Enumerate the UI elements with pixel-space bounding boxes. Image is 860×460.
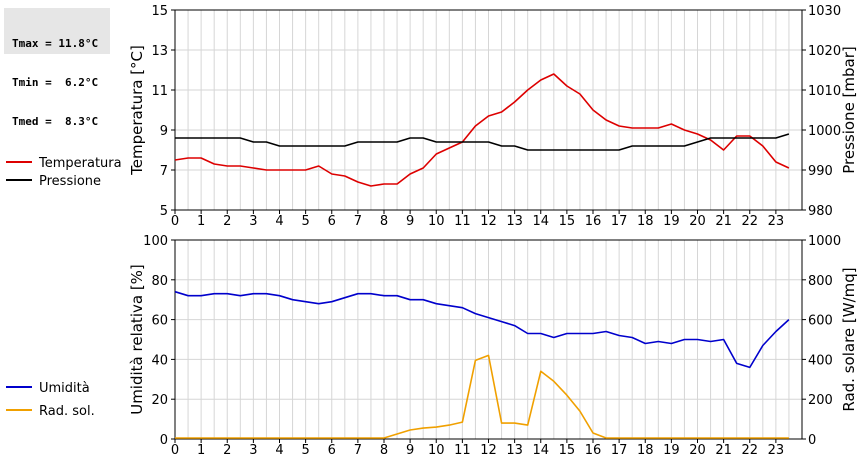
- legend-label-temperatura: Temperatura: [38, 156, 122, 171]
- temp-pressure-xtick-label: 5: [301, 214, 309, 229]
- humidity-radiation-xtick-label: 2: [223, 443, 231, 458]
- temp-pressure-xtick-label: 10: [428, 214, 445, 229]
- temp-pressure-ytick-label: 13: [151, 44, 168, 59]
- temp-pressure-ytick-label: 9: [160, 124, 168, 139]
- temp-pressure-xtick-label: 0: [171, 214, 179, 229]
- temp-pressure-y2tick-label: 1020: [808, 44, 841, 59]
- temp-pressure-xtick-label: 9: [406, 214, 414, 229]
- humidity-radiation-ytick-label: 0: [160, 433, 168, 448]
- temp-pressure-ytick-label: 7: [160, 164, 168, 179]
- humidity-radiation-xtick-label: 11: [454, 443, 471, 458]
- temp-pressure-ytick-label: 15: [151, 4, 168, 19]
- temp-pressure-xtick-label: 12: [480, 214, 497, 229]
- temp-pressure-xtick-label: 1: [197, 214, 205, 229]
- stats-box: Tmax = 11.8°C Tmin = 6.2°C Tmed = 8.3°C: [4, 8, 110, 128]
- humidity-radiation-xtick-label: 14: [532, 443, 549, 458]
- humidity-radiation-y2tick-label: 400: [808, 353, 833, 368]
- temp-pressure-xtick-label: 7: [354, 214, 362, 229]
- temp-pressure-xtick-label: 19: [663, 214, 680, 229]
- humidity-radiation-xtick-label: 21: [715, 443, 732, 458]
- humidity-radiation-xtick-label: 0: [171, 443, 179, 458]
- humidity-radiation-ytick-label: 20: [151, 393, 168, 408]
- temp-pressure-xtick-label: 21: [715, 214, 732, 229]
- temp-pressure-y2tick-label: 1030: [808, 4, 841, 19]
- stat-tmin: Tmin = 6.2°C: [12, 76, 99, 89]
- humidity-radiation-ytick-label: 40: [151, 353, 168, 368]
- temp-pressure-xtick-label: 15: [559, 214, 576, 229]
- humidity-radiation-xtick-label: 5: [301, 443, 309, 458]
- humidity-radiation-ytick-label: 100: [143, 234, 168, 249]
- temp-pressure-xtick-label: 6: [328, 214, 336, 229]
- temp-pressure-xtick-label: 16: [585, 214, 602, 229]
- temp-pressure-ytick-label: 5: [160, 204, 168, 219]
- humidity-radiation-y2tick-label: 200: [808, 393, 833, 408]
- humidity-radiation-xtick-label: 15: [559, 443, 576, 458]
- humidity-radiation-ytick-label: 80: [151, 274, 168, 289]
- humidity-radiation-xtick-label: 18: [637, 443, 654, 458]
- temp-pressure-xtick-label: 23: [768, 214, 785, 229]
- humidity-radiation-xtick-label: 7: [354, 443, 362, 458]
- humidity-radiation-xtick-label: 17: [611, 443, 628, 458]
- humidity-radiation-xtick-label: 16: [585, 443, 602, 458]
- temp-pressure-xtick-label: 4: [275, 214, 283, 229]
- humidity-radiation-xtick-label: 9: [406, 443, 414, 458]
- temp-pressure-xtick-label: 20: [689, 214, 706, 229]
- legend-label-rad-sol: Rad. sol.: [39, 404, 95, 419]
- humidity-radiation-xtick-label: 1: [197, 443, 205, 458]
- legend-label-pressione: Pressione: [39, 174, 101, 189]
- series-line-rad-sol: [175, 354, 789, 439]
- legend-label-umidit: Umidità: [39, 381, 90, 396]
- stat-tmed: Tmed = 8.3°C: [12, 115, 99, 128]
- humidity-radiation-xtick-label: 23: [768, 443, 785, 458]
- humidity-radiation-xtick-label: 4: [275, 443, 283, 458]
- temp-pressure-xtick-label: 2: [223, 214, 231, 229]
- temp-pressure-xtick-label: 3: [249, 214, 257, 229]
- temp-pressure-y2label: Pressione [mbar]: [840, 46, 858, 174]
- humidity-radiation-ytick-label: 60: [151, 314, 168, 329]
- temp-pressure-ylabel: Temperatura [°C]: [128, 45, 146, 176]
- stat-tmax: Tmax = 11.8°C: [12, 37, 99, 50]
- humidity-radiation-xtick-label: 19: [663, 443, 680, 458]
- temp-pressure-y2tick-label: 1000: [808, 124, 841, 139]
- humidity-radiation-y2tick-label: 1000: [808, 234, 841, 249]
- humidity-radiation-xtick-label: 12: [480, 443, 497, 458]
- temp-pressure-y2tick-label: 990: [808, 164, 833, 179]
- series-line-temperatura: [174, 73, 790, 187]
- humidity-radiation-xtick-label: 6: [328, 443, 336, 458]
- humidity-radiation-xtick-label: 8: [380, 443, 388, 458]
- temp-pressure-ytick-label: 11: [151, 84, 168, 99]
- temp-pressure-y2tick-label: 1010: [808, 84, 841, 99]
- humidity-radiation-y2tick-label: 0: [808, 433, 816, 448]
- temp-pressure-xtick-label: 17: [611, 214, 628, 229]
- humidity-radiation-xtick-label: 10: [428, 443, 445, 458]
- humidity-radiation-xtick-label: 13: [506, 443, 523, 458]
- humidity-radiation-xtick-label: 22: [741, 443, 758, 458]
- humidity-radiation-y2label: Rad. solare [W/mq]: [840, 267, 858, 411]
- humidity-radiation-xtick-label: 20: [689, 443, 706, 458]
- series-line-umidit: [174, 290, 790, 369]
- temp-pressure-xtick-label: 22: [741, 214, 758, 229]
- humidity-radiation-xtick-label: 3: [249, 443, 257, 458]
- humidity-radiation-ylabel: Umidità relativa [%]: [128, 264, 146, 415]
- temp-pressure-xtick-label: 11: [454, 214, 471, 229]
- temp-pressure-xtick-label: 14: [532, 214, 549, 229]
- temp-pressure-xtick-label: 8: [380, 214, 388, 229]
- humidity-radiation-y2tick-label: 600: [808, 314, 833, 329]
- temp-pressure-xtick-label: 18: [637, 214, 654, 229]
- temp-pressure-y2tick-label: 980: [808, 204, 833, 219]
- temp-pressure-xtick-label: 13: [506, 214, 523, 229]
- humidity-radiation-y2tick-label: 800: [808, 274, 833, 289]
- series-line-pressione: [175, 133, 790, 151]
